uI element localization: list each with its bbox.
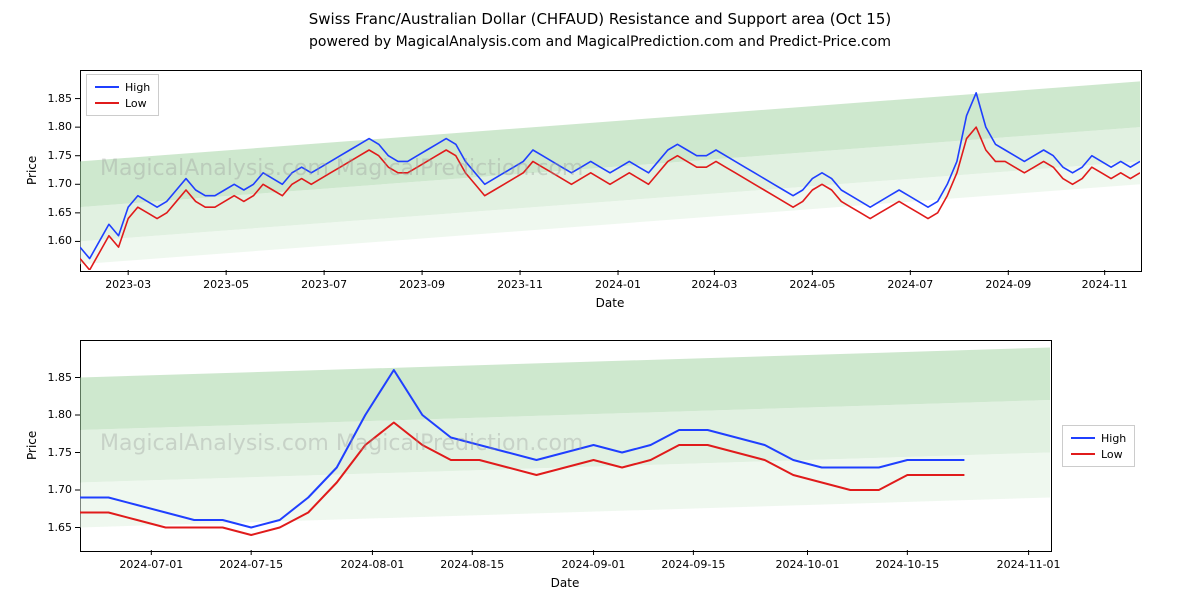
y-tick-label: 1.85: [32, 92, 72, 105]
x-tick-label: 2024-09-15: [661, 558, 725, 571]
x-tick-label: 2023-09: [399, 278, 445, 291]
x-tick-label: 2023-11: [497, 278, 543, 291]
x-tick-label: 2024-07: [887, 278, 933, 291]
y-tick-label: 1.70: [32, 177, 72, 190]
bottom-subplot-svg: [0, 0, 1200, 600]
x-tick-label: 2024-01: [595, 278, 641, 291]
y-tick-label: 1.65: [32, 521, 72, 534]
y-tick-label: 1.60: [32, 234, 72, 247]
x-tick-label: 2024-07-01: [119, 558, 183, 571]
x-tick-label: 2024-10-01: [776, 558, 840, 571]
bottom-legend: High Low: [1062, 425, 1135, 467]
x-tick-label: 2024-08-15: [440, 558, 504, 571]
legend-item: Low: [1071, 446, 1126, 462]
y-tick-label: 1.75: [32, 149, 72, 162]
y-tick-label: 1.70: [32, 483, 72, 496]
x-tick-label: 2024-09: [985, 278, 1031, 291]
x-tick-label: 2024-09-01: [562, 558, 626, 571]
y-tick-label: 1.80: [32, 408, 72, 421]
x-tick-label: 2023-03: [105, 278, 151, 291]
legend-swatch: [1071, 437, 1095, 439]
x-tick-label: 2024-10-15: [875, 558, 939, 571]
y-tick-label: 1.75: [32, 446, 72, 459]
x-tick-label: 2024-07-15: [219, 558, 283, 571]
y-tick-label: 1.65: [32, 206, 72, 219]
y-tick-label: 1.85: [32, 371, 72, 384]
x-tick-label: 2024-11: [1082, 278, 1128, 291]
x-tick-label: 2024-03: [691, 278, 737, 291]
x-tick-label: 2023-05: [203, 278, 249, 291]
x-tick-label: 2023-07: [301, 278, 347, 291]
x-tick-label: 2024-08-01: [340, 558, 404, 571]
bottom-x-axis-label: Date: [80, 576, 1050, 590]
legend-label: Low: [1101, 448, 1123, 461]
legend-label: High: [1101, 432, 1126, 445]
y-tick-label: 1.80: [32, 120, 72, 133]
legend-swatch: [1071, 453, 1095, 455]
legend-item: High: [1071, 430, 1126, 446]
figure: Swiss Franc/Australian Dollar (CHFAUD) R…: [0, 0, 1200, 600]
x-tick-label: 2024-05: [789, 278, 835, 291]
x-tick-label: 2024-11-01: [997, 558, 1061, 571]
